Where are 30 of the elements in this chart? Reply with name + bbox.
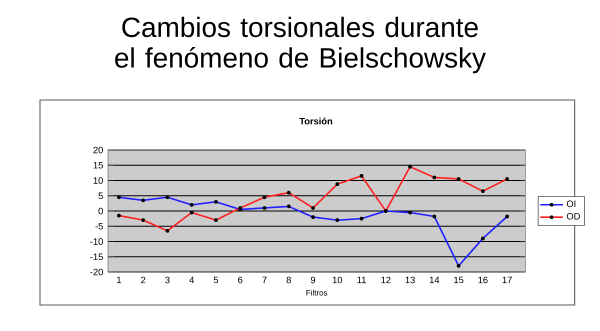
x-tick-label: 12 xyxy=(381,276,391,284)
y-tick-label: -5 xyxy=(95,223,103,230)
y-tick-label: -20 xyxy=(90,268,103,276)
x-tick-label: 14 xyxy=(430,276,440,284)
y-tick-label: 10 xyxy=(94,177,103,184)
y-tick-label: -15 xyxy=(90,254,103,260)
x-tick-label: 9 xyxy=(310,276,316,284)
x-tick-label: 17 xyxy=(502,276,512,284)
x-tick-label: 4 xyxy=(189,276,194,284)
x-tick-label: 13 xyxy=(406,276,415,284)
y-tick-label: 20 xyxy=(93,146,103,154)
x-tick-label: 3 xyxy=(165,276,170,284)
y-tick-label: 5 xyxy=(98,192,103,199)
x-tick-label: 8 xyxy=(286,276,291,284)
x-tick-label: 7 xyxy=(262,276,267,284)
legend-label: OI xyxy=(566,200,576,208)
y-tick-label: -10 xyxy=(90,238,103,245)
y-tick-label: 0 xyxy=(98,208,103,214)
x-tick-label: 1 xyxy=(117,276,122,284)
x-tick-label: 16 xyxy=(478,276,488,284)
legend-label: OD xyxy=(566,213,580,220)
x-tick-label: 15 xyxy=(454,276,464,284)
x-tick-label: 5 xyxy=(214,276,218,284)
chart-title: Cambios torsionales durante el fenómeno de Bielschowsky xyxy=(115,16,486,74)
x-tick-label: 2 xyxy=(141,276,146,284)
chart-subtitle: Torsión xyxy=(299,118,332,124)
x-tick-label: 10 xyxy=(332,276,342,284)
x-tick-label: 11 xyxy=(357,276,366,284)
x-tick-label: 6 xyxy=(238,276,242,284)
y-tick-label: 15 xyxy=(94,162,103,168)
